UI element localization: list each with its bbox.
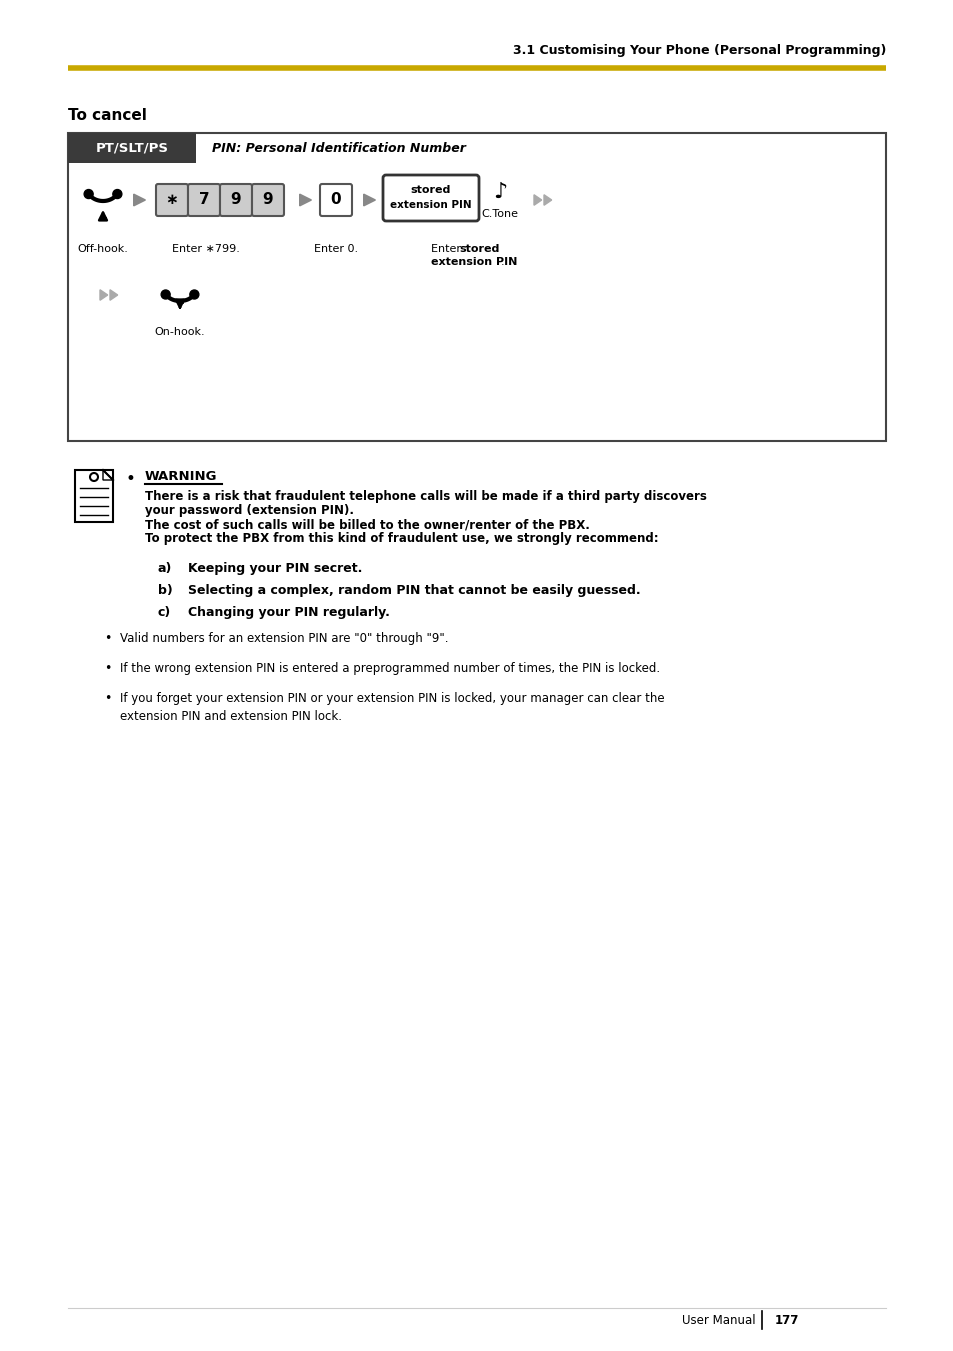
Text: To protect the PBX from this kind of fraudulent use, we strongly recommend:: To protect the PBX from this kind of fra… <box>145 532 658 544</box>
Text: c): c) <box>158 607 172 619</box>
Polygon shape <box>299 195 311 205</box>
Text: C.Tone: C.Tone <box>481 209 518 219</box>
Text: Enter ∗799.: Enter ∗799. <box>172 245 240 254</box>
Text: Changing your PIN regularly.: Changing your PIN regularly. <box>188 607 390 619</box>
Text: If the wrong extension PIN is entered a preprogrammed number of times, the PIN i: If the wrong extension PIN is entered a … <box>120 662 659 676</box>
Polygon shape <box>133 195 145 205</box>
Circle shape <box>84 189 93 199</box>
Text: There is a risk that fraudulent telephone calls will be made if a third party di: There is a risk that fraudulent telephon… <box>145 490 706 503</box>
Text: Valid numbers for an extension PIN are "0" through "9".: Valid numbers for an extension PIN are "… <box>120 632 448 644</box>
Text: b): b) <box>158 584 172 597</box>
Text: •: • <box>104 692 112 705</box>
Text: Off-hook.: Off-hook. <box>77 245 129 254</box>
Text: The cost of such calls will be billed to the owner/renter of the PBX.: The cost of such calls will be billed to… <box>145 517 589 531</box>
Text: 0: 0 <box>331 192 341 208</box>
Text: ♪: ♪ <box>493 182 507 203</box>
Text: PIN: Personal Identification Number: PIN: Personal Identification Number <box>212 142 465 154</box>
Text: On-hook.: On-hook. <box>154 327 205 336</box>
Text: •: • <box>104 662 112 676</box>
Text: 177: 177 <box>774 1313 799 1327</box>
Text: 9: 9 <box>231 192 241 208</box>
Text: Enter: Enter <box>431 245 464 254</box>
Text: 7: 7 <box>198 192 209 208</box>
FancyBboxPatch shape <box>68 132 885 440</box>
Text: User Manual: User Manual <box>681 1313 755 1327</box>
Text: extension PIN: extension PIN <box>390 200 472 209</box>
Polygon shape <box>363 195 375 205</box>
FancyBboxPatch shape <box>252 184 284 216</box>
Text: ∗: ∗ <box>166 192 178 208</box>
Text: .: . <box>500 257 504 267</box>
Text: extension PIN: extension PIN <box>431 257 517 267</box>
FancyBboxPatch shape <box>319 184 352 216</box>
Circle shape <box>112 189 122 199</box>
Polygon shape <box>110 289 117 300</box>
FancyBboxPatch shape <box>156 184 188 216</box>
Text: your password (extension PIN).: your password (extension PIN). <box>145 504 354 517</box>
Text: WARNING: WARNING <box>145 470 217 484</box>
Polygon shape <box>100 289 108 300</box>
Text: 9: 9 <box>262 192 273 208</box>
FancyBboxPatch shape <box>220 184 252 216</box>
FancyBboxPatch shape <box>68 132 195 163</box>
Text: •: • <box>125 470 134 488</box>
Text: PT/SLT/PS: PT/SLT/PS <box>95 142 169 154</box>
Text: stored: stored <box>458 245 498 254</box>
FancyBboxPatch shape <box>75 470 112 521</box>
Text: 3.1 Customising Your Phone (Personal Programming): 3.1 Customising Your Phone (Personal Pro… <box>512 45 885 57</box>
Circle shape <box>90 473 98 481</box>
FancyBboxPatch shape <box>382 176 478 222</box>
Text: Enter 0.: Enter 0. <box>314 245 357 254</box>
Circle shape <box>161 290 170 299</box>
Text: a): a) <box>158 562 172 576</box>
Text: Keeping your PIN secret.: Keeping your PIN secret. <box>188 562 362 576</box>
Polygon shape <box>543 195 551 205</box>
Polygon shape <box>534 195 541 205</box>
Circle shape <box>190 290 198 299</box>
Text: •: • <box>104 632 112 644</box>
Text: To cancel: To cancel <box>68 108 147 123</box>
Text: If you forget your extension PIN or your extension PIN is locked, your manager c: If you forget your extension PIN or your… <box>120 692 664 723</box>
FancyBboxPatch shape <box>188 184 220 216</box>
Text: Selecting a complex, random PIN that cannot be easily guessed.: Selecting a complex, random PIN that can… <box>188 584 640 597</box>
Text: stored: stored <box>411 185 451 195</box>
Polygon shape <box>103 470 112 480</box>
